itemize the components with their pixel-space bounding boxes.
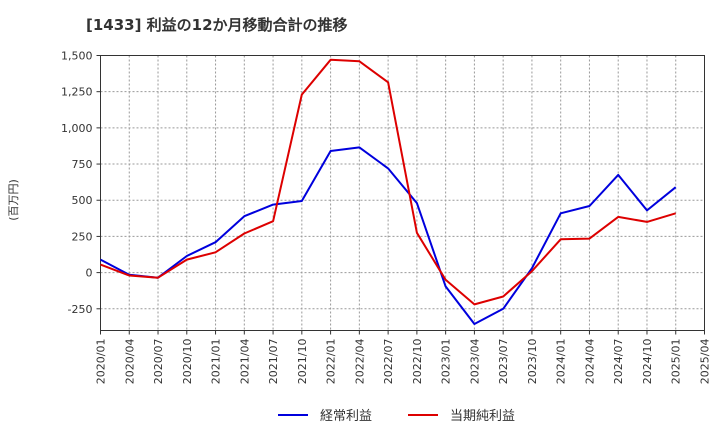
x-tick-label: 2025/04 [699,339,712,385]
x-tick-label: 2020/01 [95,339,108,385]
x-tick-label: 2020/04 [123,339,136,385]
x-axis-ticks: 2020/01 2020/04 2020/07 2020/10 2021/01 2021/… [95,330,712,385]
series-layer [100,58,677,325]
x-tick-label: 2023/04 [468,339,481,385]
x-tick-label: 2022/01 [325,339,338,385]
x-tick-label: 2023/01 [440,339,453,385]
y-axis-ticks: 1,500 1,250 1,000 750 500 250 0 -250 [61,50,101,316]
y-tick-label: 1,250 [61,86,93,99]
x-tick-label: 2024/04 [583,339,596,385]
series-line-0 [100,146,677,325]
y-tick-label: 1,500 [61,50,93,63]
y-tick-label: 0 [86,267,93,280]
x-tick-label: 2025/01 [670,339,683,385]
x-tick-label: 2021/07 [267,339,280,385]
series-line-1 [100,58,676,306]
y-tick-label: 1,000 [61,122,93,135]
x-tick-label: 2021/04 [238,339,251,385]
chart-title: [1433] 利益の12か月移動合計の推移 [86,16,348,34]
x-tick-label: 2022/04 [353,339,366,385]
plot-frame [100,55,705,331]
x-tick-label: 2020/07 [152,339,165,385]
x-tick-label: 2022/07 [382,339,395,385]
legend: 経常利益 当期純利益 [278,409,515,424]
x-tick-label: 2024/10 [641,339,654,385]
y-tick-label: -250 [68,303,93,316]
x-tick-label: 2024/01 [555,339,568,385]
legend-label-ordinary-profit: 経常利益 [320,409,372,424]
y-tick-label: 750 [72,158,93,171]
x-tick-label: 2023/10 [526,339,539,385]
y-tick-label: 500 [72,194,93,207]
x-tick-label: 2021/10 [296,339,309,385]
x-tick-label: 2024/07 [612,339,625,385]
y-axis-label: (百万円) [7,179,20,221]
x-tick-label: 2022/10 [411,339,424,385]
legend-label-net-income: 当期純利益 [450,409,515,424]
x-tick-label: 2023/07 [497,339,510,385]
x-tick-label: 2021/01 [210,339,223,385]
y-tick-label: 250 [72,230,93,243]
grid-layer [100,55,705,331]
x-tick-label: 2020/10 [181,339,194,385]
